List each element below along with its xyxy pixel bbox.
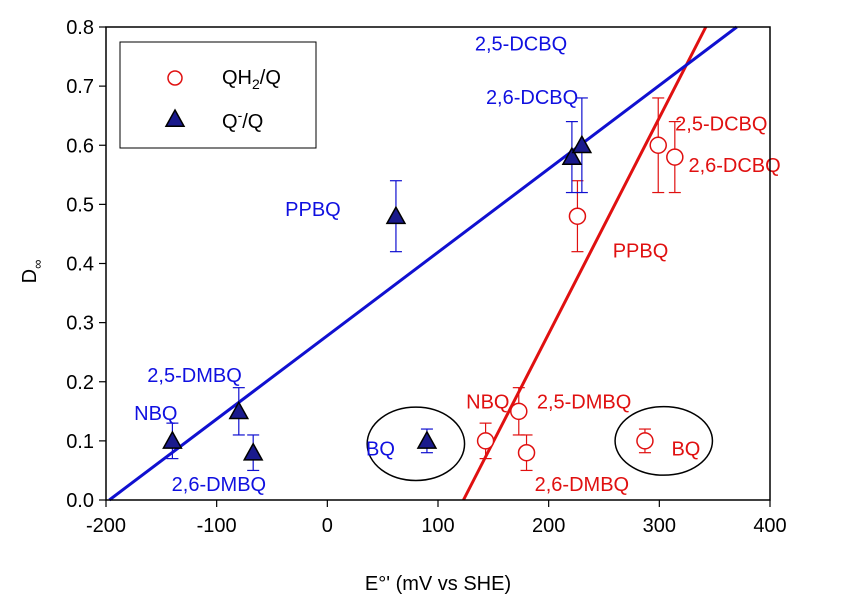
x-axis: -200 -100 0 100 200 300 400 bbox=[86, 500, 787, 537]
y-axis: 0.0 0.1 0.2 0.3 0.4 0.5 0.6 0.7 0.8 bbox=[66, 17, 106, 512]
annotation-label: NBQ bbox=[134, 403, 177, 425]
x-tick-label: -100 bbox=[197, 515, 237, 537]
annotation-label: 2,6-DCBQ bbox=[486, 87, 578, 109]
y-tick-label: 0.7 bbox=[66, 76, 94, 98]
y-tick-label: 0.0 bbox=[66, 490, 94, 512]
legend-entry-qh2-q: QH2/Q bbox=[167, 67, 281, 92]
annotation-label: PPBQ bbox=[613, 241, 669, 263]
x-tick-label: 200 bbox=[532, 515, 565, 537]
annotation-label: 2,6-DMBQ bbox=[535, 474, 629, 496]
legend-label-tail: /Q bbox=[242, 111, 263, 133]
data-point-open-circle bbox=[568, 207, 587, 225]
data-point-triangle bbox=[561, 146, 583, 166]
y-axis-title-letter: D bbox=[19, 269, 41, 283]
y-tick-label: 0.3 bbox=[66, 313, 94, 335]
data-point-triangle bbox=[385, 205, 407, 225]
data-point-open-circle bbox=[636, 432, 654, 450]
y-axis-title-subscript: ∞ bbox=[30, 260, 45, 269]
x-axis-title: E°' (mV vs SHE) bbox=[365, 573, 511, 595]
annotation-label: 2,5-DMBQ bbox=[147, 365, 241, 387]
annotation-label: 2,6-DCBQ bbox=[688, 155, 780, 177]
data-point-triangle bbox=[162, 430, 183, 449]
annotation-label: 2,6-DMBQ bbox=[172, 474, 266, 496]
legend: QH2/Q Q-/Q bbox=[119, 41, 317, 149]
label-circles bbox=[366, 405, 714, 482]
data-point-triangle bbox=[228, 400, 250, 420]
annotation-label: BQ bbox=[366, 439, 395, 461]
fit-line-q-q bbox=[108, 25, 738, 502]
data-point-triangle bbox=[242, 442, 264, 461]
bq-circle bbox=[614, 405, 714, 476]
legend-label-subscript: 2 bbox=[252, 76, 260, 92]
x-tick-label: 100 bbox=[421, 515, 454, 537]
y-axis-title: D∞ bbox=[19, 260, 45, 284]
y-tick-label: 0.2 bbox=[66, 372, 94, 394]
y-tick-label: 0.6 bbox=[66, 135, 94, 157]
legend-label-main: Q bbox=[222, 111, 238, 133]
fit-lines bbox=[108, 25, 738, 502]
legend-label-q-q: Q-/Q bbox=[222, 107, 263, 133]
legend-entry-q-q: Q-/Q bbox=[164, 107, 263, 133]
data-point-open-circle bbox=[517, 443, 536, 462]
data-point-open-circle bbox=[510, 402, 528, 421]
legend-marker-filled-triangle bbox=[164, 108, 186, 127]
x-tick-label: -200 bbox=[86, 515, 126, 537]
x-tick-label: 0 bbox=[322, 515, 333, 537]
bq-circle bbox=[366, 406, 466, 482]
x-tick-label: 300 bbox=[643, 515, 676, 537]
annotation-label: 2,5-DCBQ bbox=[475, 34, 567, 56]
y-tick-label: 0.4 bbox=[66, 254, 94, 276]
annotation-label: PPBQ bbox=[285, 199, 341, 221]
annotation-label: 2,5-DCBQ bbox=[675, 113, 767, 135]
fit-line-qh2-q bbox=[462, 26, 708, 501]
y-axis-title-main: D∞ bbox=[19, 260, 45, 284]
legend-marker-open-circle bbox=[167, 70, 183, 86]
data-point-open-circle bbox=[649, 136, 667, 154]
data-point-open-circle bbox=[476, 432, 495, 450]
point-annotations: 2,5-DCBQ 2,6-DCBQ PPBQ 2,5-DMBQ NBQ BQ 2,6-DMB… bbox=[134, 34, 781, 496]
data-point-triangle bbox=[416, 430, 438, 449]
data-point-open-circle bbox=[666, 148, 684, 166]
annotation-label: 2,5-DMBQ bbox=[537, 391, 631, 413]
legend-label-superscript: - bbox=[238, 107, 243, 123]
legend-label-qh2-q: QH2/Q bbox=[222, 67, 281, 92]
legend-label-main: QH bbox=[222, 67, 252, 89]
y-tick-label: 0.8 bbox=[66, 17, 94, 39]
data-point-triangle bbox=[571, 134, 593, 154]
legend-box bbox=[119, 41, 317, 149]
data-markers bbox=[162, 134, 684, 462]
x-tick-label: 400 bbox=[753, 515, 786, 537]
y-tick-label: 0.5 bbox=[66, 194, 94, 216]
annotation-label: NBQ bbox=[466, 391, 509, 413]
y-tick-label: 0.1 bbox=[66, 431, 94, 453]
annotation-label: BQ bbox=[671, 439, 700, 461]
legend-label-tail: /Q bbox=[260, 67, 281, 89]
